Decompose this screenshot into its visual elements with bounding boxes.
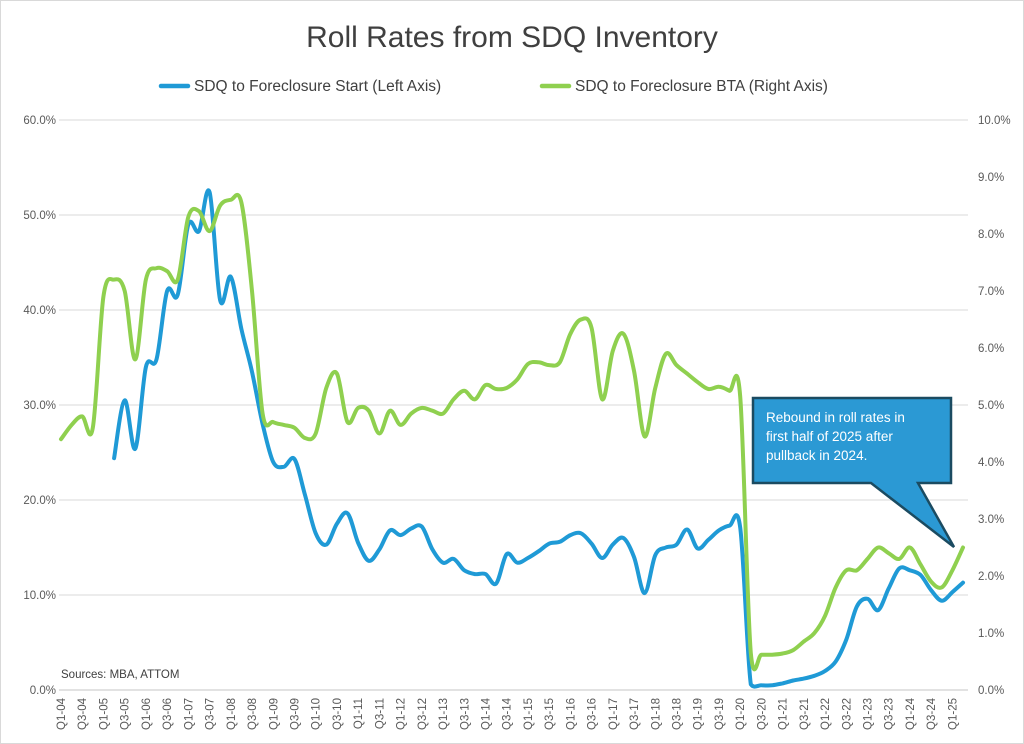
x-axis-tick-label: Q1-12 xyxy=(396,698,408,730)
series-lines xyxy=(59,188,965,689)
chart-legend: SDQ to Foreclosure Start (Left Axis) SDQ… xyxy=(158,78,828,95)
x-axis-tick-label: Q1-08 xyxy=(226,698,238,730)
x-axis-tick-label: Q1-20 xyxy=(735,698,747,730)
x-axis-tick-label: Q1-22 xyxy=(820,698,832,730)
right-axis-tick-label: 8.0% xyxy=(978,229,1004,241)
series-line-foreclosure-bta xyxy=(59,192,965,672)
x-axis-tick-label: Q1-18 xyxy=(650,698,662,730)
x-axis-tick-label: Q1-09 xyxy=(268,698,280,730)
x-axis-tick-label: Q3-06 xyxy=(162,698,174,730)
legend-label-foreclosure-bta: SDQ to Foreclosure BTA (Right Axis) xyxy=(575,78,828,95)
x-axis-tick-label: Q3-13 xyxy=(459,698,471,730)
x-axis-tick-label: Q3-22 xyxy=(841,698,853,730)
x-axis-tick-label: Q1-10 xyxy=(311,698,323,730)
x-axis-tick-label: Q3-07 xyxy=(205,698,217,730)
x-axis-tick-label: Q3-16 xyxy=(587,698,599,730)
x-axis-tick-label: Q1-14 xyxy=(480,697,492,730)
right-axis-tick-label: 4.0% xyxy=(978,457,1004,469)
x-axis-tick-label: Q3-04 xyxy=(77,697,89,730)
right-axis-tick-label: 10.0% xyxy=(978,115,1011,127)
left-axis-tick-label: 30.0% xyxy=(23,400,56,412)
x-axis-tick-label: Q1-17 xyxy=(608,698,620,730)
x-axis-tick-label: Q3-23 xyxy=(884,698,896,730)
right-axis-tick-label: 6.0% xyxy=(978,343,1004,355)
left-axis-tick-label: 20.0% xyxy=(23,495,56,507)
x-axis-tick-label: Q3-15 xyxy=(544,698,556,730)
series-line-foreclosure-start xyxy=(112,188,965,689)
callout-annotation: Rebound in roll rates in first half of 2… xyxy=(751,396,956,548)
left-axis-tick-label: 40.0% xyxy=(23,305,56,317)
x-axis-tick-label: Q1-19 xyxy=(693,698,705,730)
left-axis-tick-labels: 0.0% 10.0% 20.0% 30.0% 40.0% 50.0% 60.0% xyxy=(23,115,56,697)
x-axis-tick-label: Q1-04 xyxy=(56,697,68,730)
sources-note: Sources: MBA, ATTOM xyxy=(61,669,179,681)
x-axis-tick-label: Q1-25 xyxy=(947,698,959,730)
right-axis-tick-label: 2.0% xyxy=(978,571,1004,583)
x-axis-tick-label: Q1-21 xyxy=(778,698,790,730)
callout-bubble xyxy=(751,396,956,548)
gridlines xyxy=(59,119,968,691)
callout-line-3: pullback in 2024. xyxy=(766,448,867,463)
legend-label-foreclosure-start: SDQ to Foreclosure Start (Left Axis) xyxy=(194,78,441,95)
x-axis-tick-label: Q3-21 xyxy=(799,698,811,730)
x-axis-tick-label: Q3-17 xyxy=(629,698,641,730)
right-axis-tick-label: 7.0% xyxy=(978,286,1004,298)
x-axis-tick-label: Q3-08 xyxy=(247,698,259,730)
left-axis-tick-label: 60.0% xyxy=(23,115,56,127)
x-axis-tick-label: Q3-19 xyxy=(714,698,726,730)
right-axis-tick-label: 9.0% xyxy=(978,172,1004,184)
right-axis-tick-label: 5.0% xyxy=(978,400,1004,412)
right-axis-tick-label: 0.0% xyxy=(978,685,1004,697)
right-axis-tick-label: 1.0% xyxy=(978,628,1004,640)
left-axis-tick-label: 0.0% xyxy=(30,685,56,697)
x-axis-tick-label: Q1-11 xyxy=(353,698,365,729)
left-axis-tick-label: 10.0% xyxy=(23,590,56,602)
x-axis-tick-label: Q1-07 xyxy=(183,698,195,730)
x-axis-tick-label: Q3-10 xyxy=(332,698,344,730)
x-axis-tick-label: Q1-13 xyxy=(438,698,450,730)
x-axis-tick-label: Q1-06 xyxy=(141,698,153,730)
x-axis-tick-label: Q1-24 xyxy=(905,697,917,730)
chart-title: Roll Rates from SDQ Inventory xyxy=(306,21,718,54)
right-axis-tick-labels: 0.0% 1.0% 2.0% 3.0% 4.0% 5.0% 6.0% 7.0% 8.0% 9.0%… xyxy=(978,115,1011,697)
x-axis-tick-label: Q3-11 xyxy=(374,698,386,729)
right-axis-tick-label: 3.0% xyxy=(978,514,1004,526)
x-axis-tick-label: Q1-05 xyxy=(98,698,110,730)
x-axis-tick-label: Q3-05 xyxy=(120,698,132,730)
x-axis-tick-label: Q3-14 xyxy=(502,697,514,730)
x-axis-tick-label: Q3-12 xyxy=(417,698,429,730)
x-axis-tick-label: Q3-24 xyxy=(926,697,938,730)
x-axis-tick-label: Q3-20 xyxy=(756,698,768,730)
x-axis-tick-label: Q3-18 xyxy=(672,698,684,730)
callout-line-2: first half of 2025 after xyxy=(766,429,893,444)
x-axis-tick-label: Q1-23 xyxy=(863,698,875,730)
left-axis-tick-label: 50.0% xyxy=(23,210,56,222)
x-axis-tick-labels: Q1-04 Q3-04 Q1-05 Q3-05 Q1-06 Q3-06 Q1-07 Q3-07… xyxy=(56,697,959,730)
x-axis-tick-label: Q3-09 xyxy=(289,698,301,730)
x-axis-tick-label: Q1-15 xyxy=(523,698,535,730)
callout-line-1: Rebound in roll rates in xyxy=(766,410,905,425)
x-axis-tick-label: Q1-16 xyxy=(565,698,577,730)
